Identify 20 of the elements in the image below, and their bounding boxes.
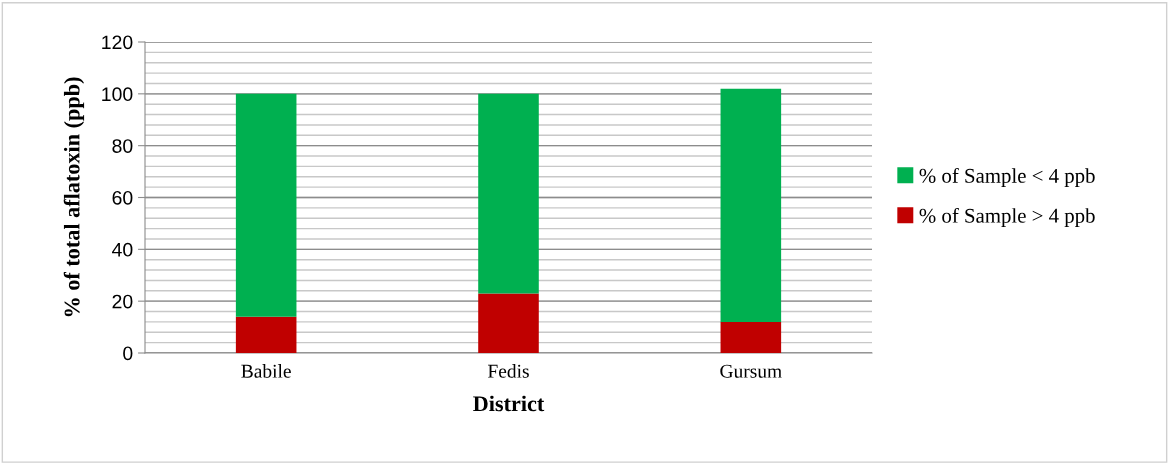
legend-label: % of Sample < 4 ppb — [919, 167, 1095, 188]
bar — [720, 321, 782, 353]
bar — [720, 88, 782, 322]
y-tick-label: 100 — [102, 87, 133, 102]
x-axis-title: District — [473, 395, 545, 412]
bar — [478, 93, 539, 294]
y-tick-label: 80 — [112, 139, 133, 153]
y-tick-label: 40 — [112, 242, 133, 257]
x-tick-label: Fedis — [487, 364, 529, 378]
x-tick-label: Babile — [241, 364, 291, 378]
legend-label: % of Sample > 4 ppb — [919, 207, 1095, 228]
y-tick-label: 20 — [112, 294, 133, 309]
y-tick-label: 0 — [123, 346, 133, 361]
y-tick-label: 120 — [102, 35, 133, 50]
y-tick-label: 60 — [112, 190, 133, 205]
y-axis-title: % of total aflatoxin (ppb) — [63, 77, 85, 317]
bar — [235, 316, 297, 353]
bar — [235, 93, 297, 317]
x-tick-label: Gursum — [720, 364, 782, 378]
bar — [478, 293, 539, 353]
